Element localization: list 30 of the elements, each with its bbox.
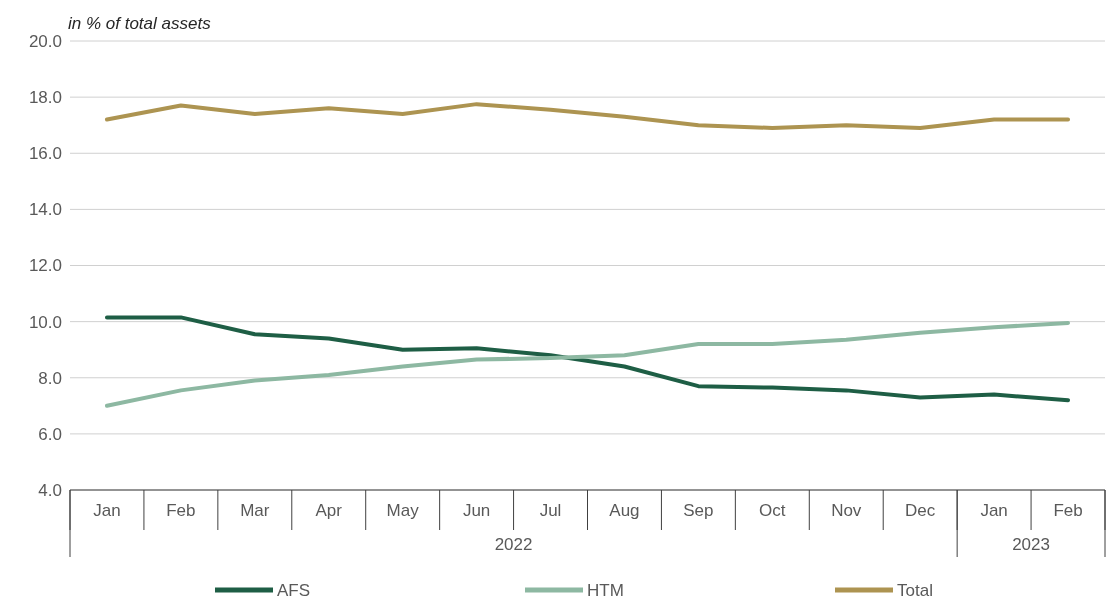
x-tick-label: Jun — [462, 501, 491, 520]
y-tick-label: 16.0 — [28, 144, 62, 164]
text: 2022 — [494, 535, 533, 554]
y-tick-label: 6.0 — [38, 424, 62, 444]
legend-label: HTM — [587, 580, 624, 598]
y-tick-label: 20.0 — [28, 31, 62, 51]
y-tick-label: 14.0 — [28, 200, 62, 220]
x-tick-label: Nov — [831, 501, 862, 520]
x-tick-label: Oct — [759, 501, 786, 520]
y-tick-label: 10.0 — [28, 312, 62, 332]
y-tick-label: 4.0 — [38, 480, 62, 500]
x-tick-label: Feb — [1053, 501, 1083, 520]
x-tick-label: Dec — [905, 501, 936, 520]
legend-label: Total — [897, 580, 933, 598]
legend-label: AFS — [277, 580, 311, 598]
x-tick-label: Mar — [240, 501, 270, 520]
y-tick-label: 8.0 — [38, 368, 62, 388]
x-tick-label: Jan — [980, 501, 1008, 520]
x-tick-label: Aug — [609, 501, 640, 520]
x-tick-label: Jul — [539, 501, 562, 520]
x-tick-label: Feb — [166, 501, 196, 520]
x-tick-label: Jan — [93, 501, 121, 520]
text: 2023 — [1012, 535, 1050, 554]
x-tick-label: Apr — [315, 501, 343, 520]
y-tick-label: 18.0 — [28, 88, 62, 108]
y-axis-title: in % of total assets — [68, 14, 212, 33]
x-tick-label: Sep — [683, 501, 714, 520]
y-tick-label: 12.0 — [28, 256, 62, 276]
line-series — [104, 102, 1071, 130]
x-tick-label: May — [386, 501, 420, 520]
